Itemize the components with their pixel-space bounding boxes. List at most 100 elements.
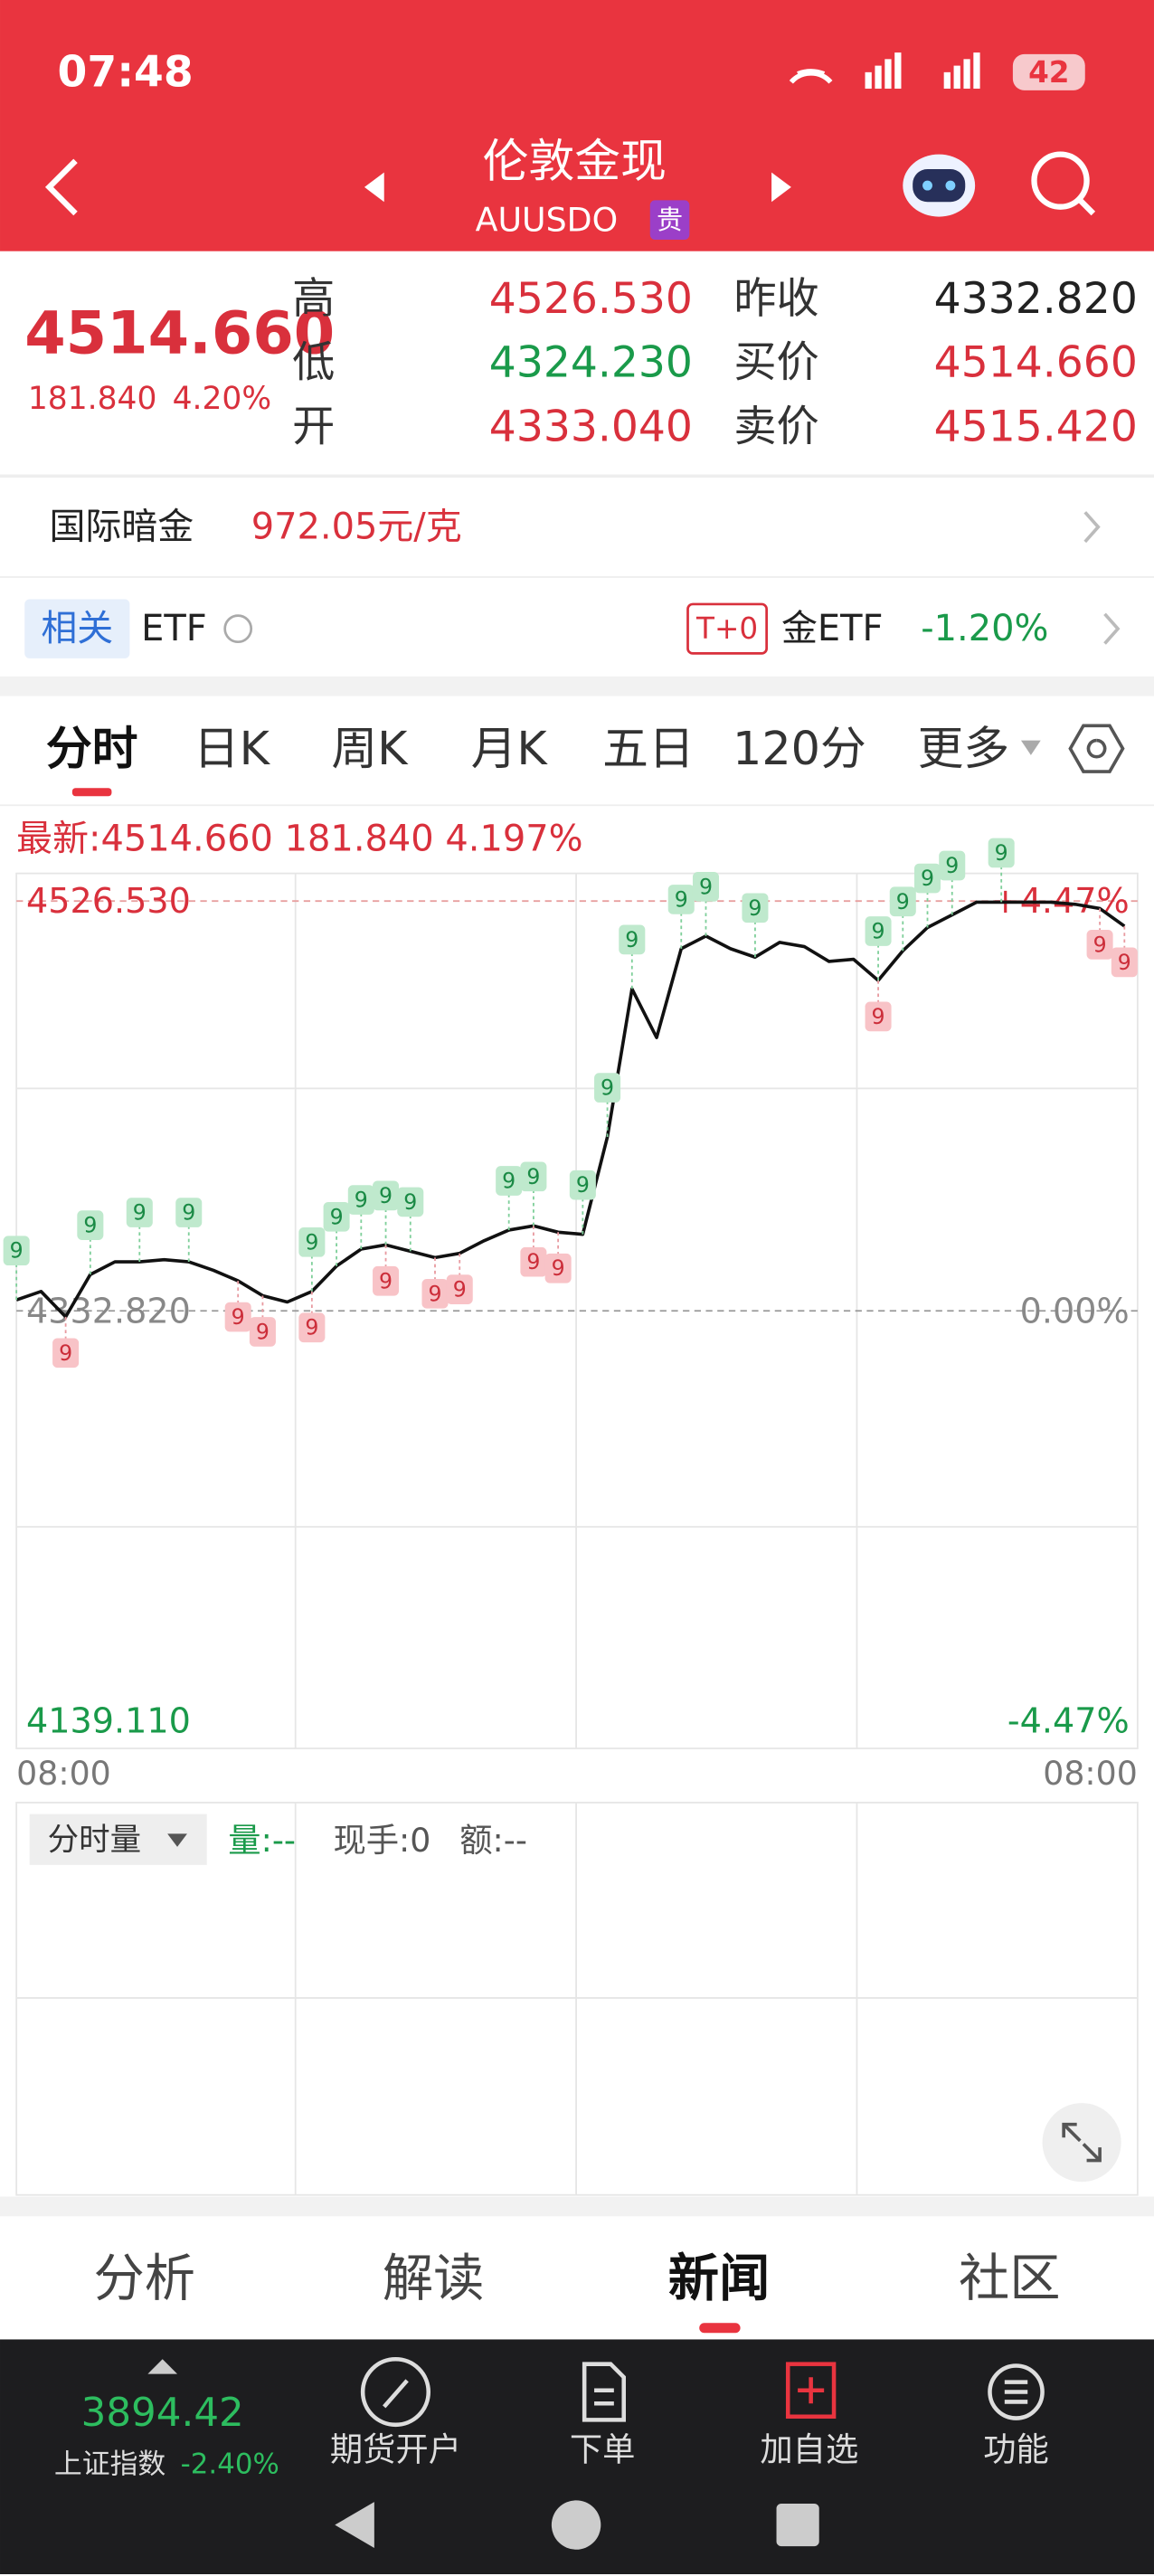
signal-label: 9 (526, 1249, 540, 1274)
header-badge: 贵 (657, 204, 683, 235)
period-tab[interactable]: 120分 (733, 722, 866, 775)
price-change: 181.840 (28, 381, 157, 417)
volume-selector[interactable]: 分时量 (29, 1814, 207, 1865)
signal-badge (249, 1317, 276, 1347)
signal-label: 9 (232, 1304, 245, 1330)
dark-gold-value: 972.05元/克 (251, 507, 462, 548)
quote-label: 开 (292, 402, 335, 451)
etf-name: 金ETF (781, 608, 884, 649)
signal-badge (1111, 947, 1138, 978)
etf-badge: T+0 (695, 611, 758, 646)
divider (0, 474, 1154, 478)
bar-button[interactable]: 功能 (983, 2430, 1049, 2469)
signal-badge (594, 1073, 621, 1103)
last-price: 4514.660 (24, 298, 335, 367)
signal-label: 9 (502, 1169, 516, 1194)
signal-badge (298, 1227, 326, 1257)
etf-link[interactable]: T+0 金ETF -1.20% (686, 602, 1121, 655)
signal-badge (373, 1265, 400, 1296)
expand-arrow[interactable] (147, 2359, 178, 2374)
signal-badge (520, 1246, 547, 1277)
signal-badge (667, 885, 695, 914)
content-tab[interactable]: 解读 (383, 2249, 485, 2308)
selector-label: 分时量 (48, 1823, 141, 1859)
expand-button[interactable] (1042, 2103, 1121, 2183)
signal-label: 9 (59, 1340, 72, 1366)
signal-badge (619, 924, 646, 955)
quote-label: 卖价 (733, 402, 818, 451)
period-tab[interactable]: 日K (194, 722, 271, 775)
help-icon[interactable] (223, 614, 253, 644)
badge-bg (649, 200, 690, 240)
tab-indicator (71, 788, 112, 797)
signal-badge (373, 1180, 400, 1211)
signal-badge (298, 1312, 326, 1343)
signal-badge (496, 1166, 523, 1196)
bar-button[interactable]: 期货开户 (330, 2430, 461, 2469)
signal-label: 9 (403, 1189, 417, 1215)
battery: 42 (1028, 55, 1069, 90)
period-tab[interactable]: 五日 (602, 722, 695, 775)
bar-icons (360, 2356, 1045, 2428)
divider (0, 804, 1154, 807)
content-tab[interactable]: 社区 (959, 2249, 1061, 2308)
settings-button[interactable] (1068, 724, 1125, 773)
y2-tick-label: -4.47% (1007, 1700, 1130, 1740)
assistant-button[interactable] (903, 154, 976, 217)
signal-badge (544, 1253, 572, 1283)
quote-label: 高 (292, 274, 335, 324)
etf-change: -1.20% (921, 608, 1048, 649)
content-tab[interactable]: 分析 (93, 2249, 195, 2308)
latest-info: 最新:4514.660 181.840 4.197% (16, 818, 582, 859)
signal-badge (224, 1302, 251, 1332)
price-change-pct: 4.20% (173, 381, 272, 417)
signal-label: 9 (256, 1319, 270, 1344)
status-time: 07:48 (58, 47, 194, 97)
chevron (1083, 511, 1101, 544)
badge-outline (686, 602, 768, 655)
period-tab[interactable]: 月K (471, 722, 549, 775)
signal-badge (988, 838, 1015, 868)
signal-label: 9 (133, 1200, 147, 1226)
prev-button[interactable] (364, 172, 384, 203)
bar-button[interactable]: 加自选 (760, 2430, 858, 2469)
signal-label: 9 (896, 889, 910, 914)
signal-label: 9 (945, 853, 959, 878)
dark-gold-row[interactable]: 国际暗金 972.05元/克 (49, 507, 1101, 548)
signal-label: 9 (748, 895, 761, 921)
signal-badge (520, 1161, 547, 1192)
content-tab[interactable]: 新闻 (668, 2249, 771, 2308)
next-button[interactable] (771, 172, 791, 203)
signal-label: 9 (675, 886, 688, 912)
signal-label: 9 (305, 1315, 318, 1340)
signal-label: 9 (872, 1004, 885, 1029)
signal-label: 9 (305, 1229, 318, 1255)
signal-label: 9 (379, 1183, 393, 1208)
system-nav[interactable] (335, 2500, 819, 2550)
dark-gold-label: 国际暗金 (49, 507, 194, 548)
index-name: 上证指数 (54, 2448, 166, 2480)
signal-badge (3, 1236, 30, 1266)
search-button[interactable] (1031, 151, 1096, 216)
etf-tag: 相关 (41, 608, 113, 649)
signal-label: 9 (576, 1172, 590, 1198)
y-tick-label: 4526.530 (26, 881, 191, 921)
period-tab[interactable]: 分时 (46, 722, 138, 775)
signal-label: 9 (526, 1164, 540, 1189)
chevron (1103, 612, 1121, 645)
signal-badge (347, 1185, 374, 1215)
y-tick-label: 4332.820 (26, 1291, 191, 1331)
signal-label: 9 (699, 874, 713, 899)
signal-label: 9 (921, 866, 934, 891)
bar-button[interactable]: 下单 (570, 2430, 636, 2469)
signal-label: 9 (428, 1281, 441, 1306)
signal-badge (913, 863, 941, 894)
back-button[interactable] (44, 158, 78, 216)
signal-badge (52, 1338, 80, 1368)
period-tab[interactable]: 周K (331, 722, 409, 775)
period-tab[interactable]: 更多 (918, 722, 1010, 775)
quote-value: 4324.230 (489, 338, 693, 388)
quote-value: 4526.530 (489, 274, 693, 324)
signal-label: 9 (379, 1268, 393, 1293)
